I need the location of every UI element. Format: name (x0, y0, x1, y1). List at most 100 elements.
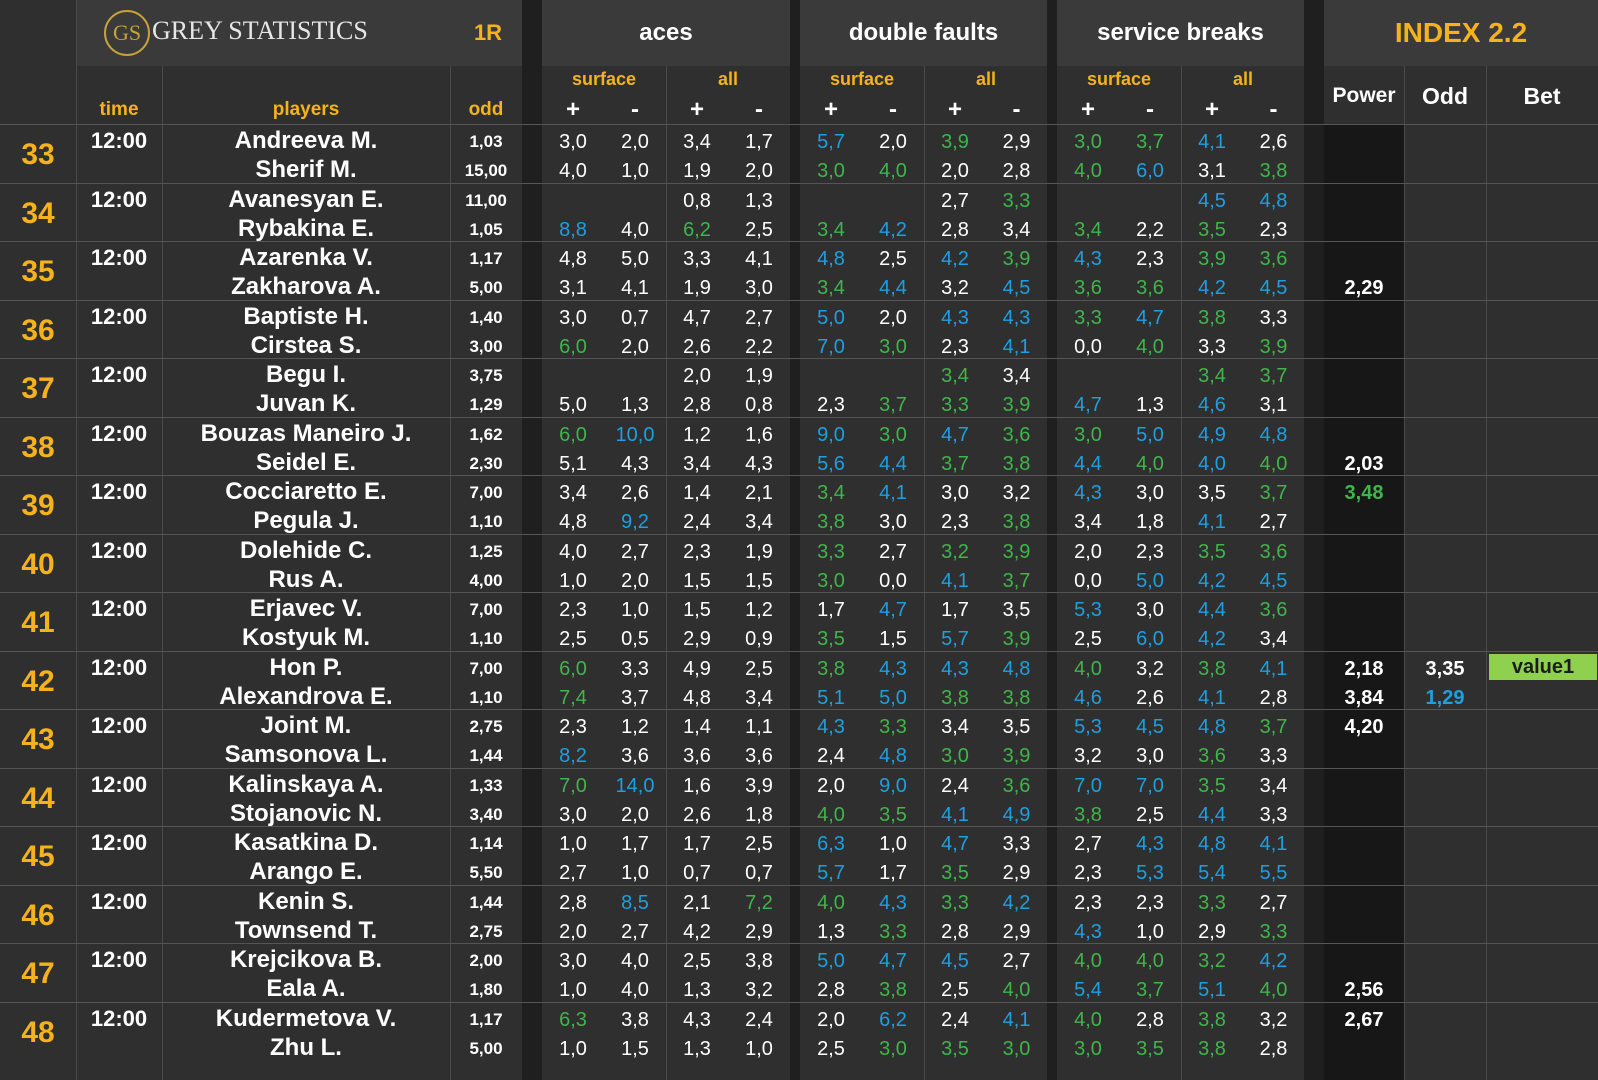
stat-cell: 5,4 (1198, 863, 1226, 884)
stat-cell: 3,8 (1002, 688, 1031, 709)
match-time: 12:00 (90, 189, 148, 212)
stat-cell: 5,7 (817, 863, 845, 884)
stat-cell: 2,7 (941, 191, 969, 212)
stat-cell: 4,7 (941, 834, 969, 855)
stat-cell: 1,3 (683, 1039, 711, 1060)
bet-badge[interactable]: value1 (1489, 654, 1597, 680)
service-breaks-title: service breaks (1097, 21, 1264, 46)
stat-cell: 2,3 (559, 717, 587, 738)
stat-cell: 1,9 (745, 366, 773, 387)
player-odd: 2,75 (469, 923, 503, 941)
player-name: Kudermetova V. (215, 1007, 397, 1032)
odd-header: odd (468, 100, 504, 120)
stat-cell: 0,8 (745, 395, 773, 416)
stat-cell: 2,3 (1136, 893, 1164, 914)
player-odd: 1,29 (469, 396, 503, 414)
stat-cell: 2,6 (683, 805, 711, 826)
stat-cell: 3,4 (745, 688, 773, 709)
match-time: 12:00 (90, 423, 148, 446)
stat-cell: 3,0 (559, 132, 587, 153)
stat-cell: 3,4 (1074, 220, 1102, 241)
stat-cell: 4,3 (621, 454, 649, 475)
match-time: 12:00 (90, 540, 148, 563)
stat-cell: 4,1 (941, 805, 969, 826)
stat-cell: 6,3 (817, 834, 845, 855)
player-odd: 5,00 (469, 1040, 503, 1058)
player-odd: 7,00 (469, 601, 503, 619)
stat-cell: 4,7 (1074, 395, 1102, 416)
stat-cell: 1,9 (745, 542, 773, 563)
stat-cell: 4,8 (1198, 834, 1226, 855)
stat-cell: 4,8 (1198, 717, 1226, 738)
plus-subheader: + (947, 98, 962, 122)
stat-cell: 4,2 (879, 220, 907, 241)
stat-cell: 3,6 (621, 746, 649, 767)
player-name: Kalinskaya A. (228, 773, 384, 798)
stat-cell: 3,5 (1198, 483, 1226, 504)
player-odd: 1,17 (469, 250, 503, 268)
match-number: 39 (21, 491, 55, 521)
stat-cell: 3,1 (559, 278, 587, 299)
stat-cell: 4,1 (1198, 688, 1226, 709)
stat-cell: 4,5 (1259, 571, 1288, 592)
stat-cell: 1,4 (683, 717, 711, 738)
stat-cell: 2,8 (941, 922, 969, 943)
stat-cell: 4,0 (1074, 161, 1102, 182)
stat-cell: 3,0 (1074, 1039, 1102, 1060)
stat-cell: 5,0 (879, 688, 907, 709)
stat-cell: 2,3 (1136, 542, 1164, 563)
stat-cell: 4,1 (1002, 1010, 1031, 1031)
player-name: Zhu L. (270, 1036, 342, 1061)
stat-cell: 4,1 (1002, 337, 1031, 358)
column-gap (790, 0, 800, 1080)
stat-cell: 3,0 (879, 337, 907, 358)
stat-cell: 3,5 (1198, 542, 1226, 563)
stat-cell: 3,3 (1198, 893, 1226, 914)
stat-cell: 3,8 (941, 688, 969, 709)
stat-cell: 1,0 (621, 600, 649, 621)
stat-cell: 3,4 (1198, 366, 1226, 387)
stat-cell: 4,7 (879, 951, 907, 972)
stat-cell (800, 366, 862, 388)
minus-subheader: - (755, 98, 763, 122)
stat-cell: 3,9 (1002, 249, 1031, 270)
player-odd: 1,44 (469, 894, 503, 912)
player-name: Juvan K. (255, 392, 357, 417)
index-odd-value: 1,29 (1425, 688, 1465, 709)
stat-cell: 4,5 (1136, 717, 1164, 738)
match-number: 40 (21, 550, 55, 580)
stat-cell: 2,6 (683, 337, 711, 358)
stat-cell: 3,8 (1198, 308, 1226, 329)
stat-cell: 3,3 (1259, 922, 1288, 943)
stat-cell: 7,0 (1136, 776, 1164, 797)
match-number: 33 (21, 140, 55, 170)
power-value: 2,03 (1344, 454, 1384, 475)
stat-cell: 1,2 (745, 600, 773, 621)
stat-cell: 4,0 (621, 980, 649, 1001)
stat-cell: 3,0 (817, 571, 845, 592)
player-odd: 1,44 (469, 747, 503, 765)
stat-cell: 2,7 (879, 542, 907, 563)
stat-cell: 3,6 (1259, 249, 1288, 270)
stat-cell: 0,7 (621, 308, 649, 329)
stat-cell: 2,9 (745, 922, 773, 943)
player-odd: 1,10 (469, 513, 503, 531)
stat-cell: 4,0 (559, 542, 587, 563)
stat-cell: 2,0 (621, 571, 649, 592)
stat-cell: 3,0 (1074, 132, 1102, 153)
stat-cell: 1,0 (879, 834, 907, 855)
stat-cell: 4,8 (817, 249, 845, 270)
stat-cell: 5,0 (817, 951, 845, 972)
player-odd: 2,00 (469, 952, 503, 970)
stat-cell: 4,9 (683, 659, 711, 680)
row-divider (0, 300, 1598, 301)
stat-cell (862, 191, 924, 213)
match-time: 12:00 (90, 774, 148, 797)
stat-cell: 4,0 (621, 951, 649, 972)
stat-cell: 5,0 (1136, 425, 1164, 446)
column-gap (522, 0, 542, 1080)
stat-cell: 4,1 (1259, 659, 1288, 680)
stat-cell: 2,0 (621, 337, 649, 358)
stat-cell: 2,0 (683, 366, 711, 387)
stat-cell: 4,2 (683, 922, 711, 943)
